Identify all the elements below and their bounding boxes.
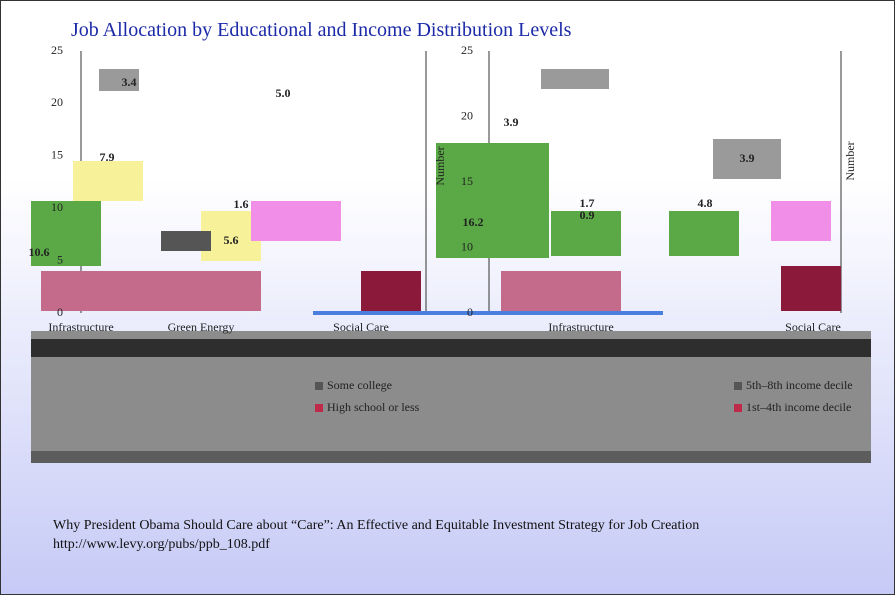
y-tick-label: 15	[461, 174, 473, 188]
block	[161, 231, 211, 251]
block	[669, 211, 739, 256]
axis-label: Number	[433, 146, 447, 185]
value-label: 7.9	[100, 150, 115, 164]
legend-swatch	[315, 404, 323, 412]
block	[73, 161, 143, 201]
value-label: 3.9	[740, 151, 755, 165]
legend-band	[31, 451, 871, 463]
legend-band	[31, 339, 871, 357]
category-label: Infrastructure	[548, 320, 613, 334]
y-tick-label: 20	[51, 95, 63, 109]
slide-title: Job Allocation by Educational and Income…	[71, 19, 572, 41]
citation-url: http://www.levy.org/pubs/ppb_108.pdf	[53, 537, 270, 552]
block	[771, 201, 831, 241]
y-tick-label: 20	[461, 108, 473, 122]
category-label: Green Energy	[168, 320, 235, 334]
block	[99, 69, 139, 91]
y-tick-label: 0	[57, 305, 63, 319]
value-label: 1.7	[580, 196, 595, 210]
category-label: Infrastructure	[48, 320, 113, 334]
block	[251, 201, 341, 241]
block	[541, 69, 609, 89]
y-tick-label: 25	[51, 43, 63, 57]
legend-swatch	[315, 382, 323, 390]
citation: Why President Obama Should Care about “C…	[53, 516, 843, 554]
y-tick-label: 25	[461, 43, 473, 57]
value-label: 3.9	[504, 115, 519, 129]
y-tick-label: 15	[51, 148, 63, 162]
block	[436, 143, 549, 258]
value-label: 10.6	[29, 245, 50, 259]
block	[361, 271, 421, 311]
value-label: 3.4	[122, 75, 137, 89]
y-tick-label: 10	[461, 239, 473, 253]
value-label: 4.8	[698, 196, 713, 210]
block	[501, 271, 621, 311]
y-tick-label: 10	[51, 200, 63, 214]
block	[41, 271, 261, 311]
block	[551, 211, 621, 256]
value-label: 0.9	[580, 208, 595, 222]
block	[713, 139, 781, 179]
legend-label: Some college	[327, 378, 392, 392]
legend-label: 1st–4th income decile	[746, 400, 851, 414]
citation-title: Why President Obama Should Care about “C…	[53, 518, 700, 533]
y-tick-label: 5	[57, 252, 63, 266]
chart-image: 25 20 15 10 5 0 Number Infrastructure Green Ener…	[29, 43, 871, 463]
category-label: Social Care	[785, 320, 841, 334]
legend-swatch	[734, 382, 742, 390]
y-tick-label: 0	[467, 305, 473, 319]
legend-swatch	[734, 404, 742, 412]
block	[31, 201, 101, 266]
value-label: 5.6	[224, 233, 239, 247]
value-label: 1.6	[234, 197, 249, 211]
block	[781, 266, 841, 311]
block	[313, 311, 663, 315]
legend-label: 5th–8th income decile	[746, 378, 853, 392]
axis-label: Number	[843, 141, 857, 180]
value-label: 16.2	[463, 215, 484, 229]
value-label: 5.0	[276, 86, 291, 100]
legend-label: High school or less	[327, 400, 420, 414]
category-label: Social Care	[333, 320, 389, 334]
